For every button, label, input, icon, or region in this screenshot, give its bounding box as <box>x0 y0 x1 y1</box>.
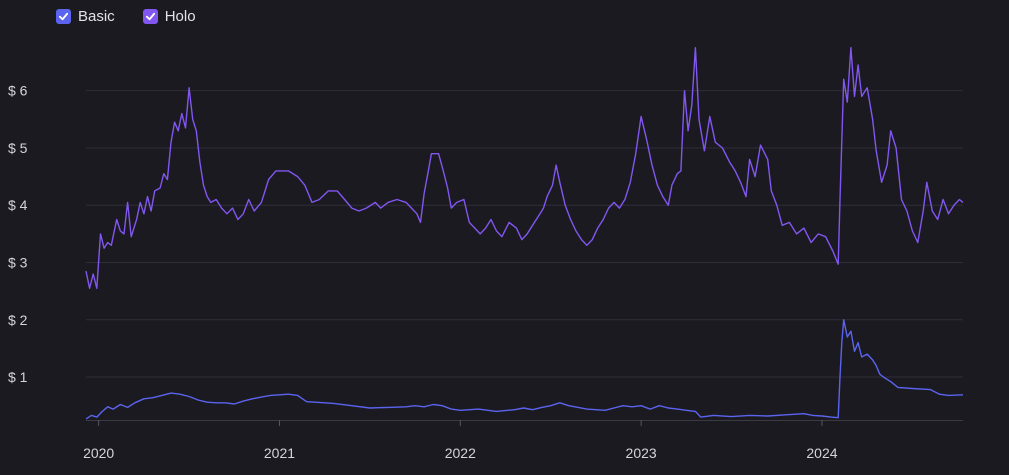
checkbox-holo[interactable] <box>142 9 158 24</box>
series-line-holo <box>85 47 964 289</box>
y-tick-label: $ 5 <box>8 140 28 156</box>
checkmark-icon <box>145 12 155 21</box>
x-tick-label: 2023 <box>626 445 657 461</box>
y-axis: $ 1 $ 2 $ 3 $ 4 $ 5 $ 6 <box>8 83 28 385</box>
legend-label-basic: Basic <box>78 8 115 25</box>
chart-series <box>85 47 964 420</box>
x-tick-label: 2024 <box>806 445 837 461</box>
x-axis: 2020 2021 2022 2023 2024 <box>83 420 963 461</box>
legend-item-holo[interactable]: Holo <box>142 8 196 25</box>
y-tick-label: $ 6 <box>8 83 28 99</box>
chart-gridlines <box>86 90 963 378</box>
checkmark-icon <box>58 12 69 21</box>
y-tick-label: $ 4 <box>8 197 28 213</box>
y-tick-label: $ 2 <box>8 312 28 328</box>
legend-label-holo: Holo <box>164 8 196 25</box>
legend-item-basic[interactable]: Basic <box>56 8 115 25</box>
chart-legend: Basic Holo <box>56 8 196 25</box>
x-tick-label: 2022 <box>445 445 476 461</box>
x-tick-label: 2021 <box>264 445 295 461</box>
x-tick-label: 2020 <box>83 445 114 461</box>
y-tick-label: $ 3 <box>8 255 28 271</box>
y-tick-label: $ 1 <box>8 369 28 385</box>
series-line-basic <box>85 319 964 420</box>
checkbox-basic[interactable] <box>56 9 71 24</box>
